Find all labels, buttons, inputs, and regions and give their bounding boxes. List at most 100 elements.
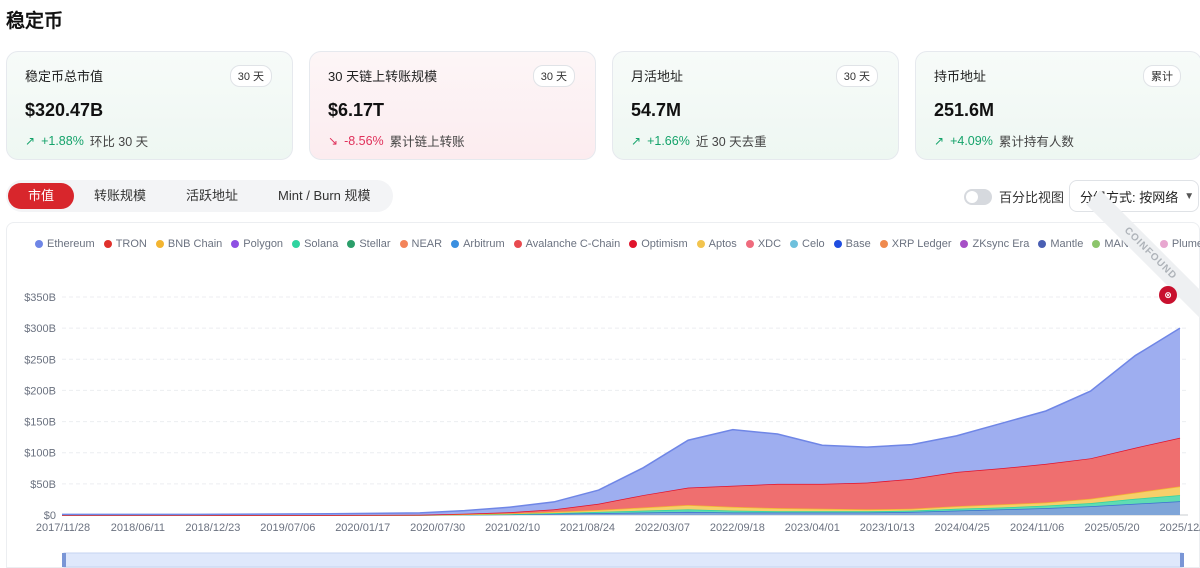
legend-label: Avalanche C-Chain: [525, 238, 621, 250]
x-tick-label: 2021/02/10: [485, 522, 540, 534]
legend-label: Mantle: [1050, 238, 1084, 250]
area-ethereum: [62, 328, 1180, 515]
y-tick-label: $200B: [24, 385, 56, 397]
legend-label: Optimism: [641, 238, 688, 250]
legend-item[interactable]: Solana: [292, 238, 338, 250]
legend-label: Base: [845, 238, 871, 250]
legend-item[interactable]: Polygon: [231, 238, 283, 250]
legend-dot: [35, 240, 43, 248]
legend-label: BNB Chain: [167, 238, 223, 250]
legend-item[interactable]: Base: [833, 238, 871, 250]
legend-dot: [629, 240, 638, 248]
legend-item[interactable]: Mantle: [1038, 238, 1083, 250]
legend-dot: [155, 240, 164, 248]
legend-dot: [745, 240, 754, 248]
card-value: 54.7M: [631, 100, 682, 120]
card-market-cap: 稳定币总市值 30 天 $320.47B ↗ +1.88% 环比 30 天: [6, 51, 293, 160]
legend-item[interactable]: TRON: [103, 238, 147, 250]
tab-market-cap[interactable]: 市值: [8, 183, 75, 209]
legend-label: Stellar: [359, 238, 391, 250]
legend-label: TRON: [115, 238, 147, 250]
card-label: 月活地址: [631, 69, 684, 84]
change-note: 累计链上转账: [389, 135, 465, 149]
tab-active-addresses[interactable]: 活跃地址: [186, 188, 239, 203]
legend-item[interactable]: Avalanche C-Chain: [513, 238, 621, 250]
area-tron: [62, 437, 1180, 515]
zoom-slider: [63, 552, 1183, 568]
x-tick-label: 2025/12/01: [1159, 522, 1200, 534]
arrow-up-icon: ↗: [25, 133, 36, 148]
legend-item[interactable]: Celo: [790, 238, 825, 250]
y-tick-label: $150B: [24, 417, 56, 429]
card-value: 251.6M: [934, 100, 995, 120]
y-tick-label: $350B: [24, 292, 56, 304]
arrow-up-icon: ↗: [631, 133, 642, 148]
y-tick-label: $100B: [24, 448, 56, 460]
legend-label: Polygon: [243, 238, 284, 250]
card-change: ↗ +1.66% 近 30 天去重: [631, 131, 880, 150]
percent-view-label: 百分比视图: [999, 190, 1065, 205]
change-percent: -8.56%: [344, 133, 384, 148]
card-badge: 30 天: [835, 65, 878, 87]
legend-dot: [103, 240, 112, 248]
tab-mint-burn[interactable]: Mint / Burn 规模: [278, 188, 371, 203]
legend-item[interactable]: Aptos: [696, 238, 737, 250]
legend-dot: [790, 240, 799, 248]
legend-item[interactable]: Arbitrum: [451, 238, 505, 250]
x-tick-label: 2018/06/11: [111, 522, 165, 534]
legend-dot: [347, 240, 356, 248]
change-percent: +4.09%: [950, 133, 993, 148]
legend-item[interactable]: ZKsync Era: [960, 238, 1029, 250]
legend-item[interactable]: NEAR: [399, 238, 443, 250]
legend-dot: [231, 240, 240, 248]
change-note: 累计持有人数: [998, 135, 1074, 149]
change-note: 环比 30 天: [89, 135, 149, 149]
legend-item[interactable]: XDC: [745, 238, 782, 250]
legend-label: Ethereum: [47, 238, 95, 250]
legend-dot: [1038, 240, 1047, 248]
x-tick-label: 2023/10/13: [860, 522, 915, 534]
percent-view-toggle[interactable]: [964, 188, 992, 205]
legend-label: Celo: [802, 238, 825, 250]
x-tick-label: 2020/07/30: [410, 522, 465, 534]
legend-dot: [833, 240, 842, 248]
legend-item[interactable]: Optimism: [629, 238, 688, 250]
legend-item[interactable]: Ethereum: [35, 238, 95, 250]
x-tick-label: 2022/09/18: [710, 522, 765, 534]
card-label: 持币地址: [934, 69, 987, 84]
legend-dot: [513, 240, 522, 248]
page-title: 稳定币: [6, 11, 64, 32]
card-change: ↗ +4.09% 累计持有人数: [934, 131, 1183, 150]
x-tick-label: 2023/04/01: [785, 522, 840, 534]
legend-dot: [292, 240, 301, 248]
line-tron: [62, 437, 1181, 516]
legend-label: NEAR: [411, 238, 443, 250]
tab-transfer-volume[interactable]: 转账规模: [94, 188, 147, 203]
legend-item[interactable]: Plume: [1159, 238, 1200, 250]
legend-label: XRP Ledger: [891, 238, 952, 250]
arrow-up-icon: ↗: [934, 133, 945, 148]
card-holders: 持币地址 累计 251.6M ↗ +4.09% 累计持有人数: [915, 51, 1200, 160]
legend-label: Plume: [1171, 238, 1200, 250]
card-monthly-active: 月活地址 30 天 54.7M ↗ +1.66% 近 30 天去重: [612, 51, 899, 160]
legend-label: XDC: [757, 238, 782, 250]
legend-item[interactable]: Stellar: [347, 238, 391, 250]
card-label: 30 天链上转账规模: [328, 69, 438, 84]
legend-item[interactable]: BNB Chain: [155, 238, 223, 250]
x-tick-label: 2020/01/17: [335, 522, 390, 534]
legend-dot: [1159, 240, 1168, 248]
x-tick-label: 2024/11/06: [1010, 522, 1064, 534]
legend-dot: [451, 240, 460, 248]
arrow-down-icon: ↘: [328, 133, 339, 148]
card-transfer-volume: 30 天链上转账规模 30 天 $6.17T ↘ -8.56% 累计链上转账: [309, 51, 596, 160]
legend-item[interactable]: XRP Ledger: [879, 238, 952, 250]
legend-dot: [879, 240, 888, 248]
y-tick-label: $50B: [30, 479, 56, 491]
y-tick-label: $0: [44, 510, 56, 522]
y-tick-label: $300B: [24, 323, 56, 335]
legend-label: Arbitrum: [463, 238, 505, 250]
change-note: 近 30 天去重: [695, 135, 767, 149]
legend-dot: [1092, 240, 1101, 248]
